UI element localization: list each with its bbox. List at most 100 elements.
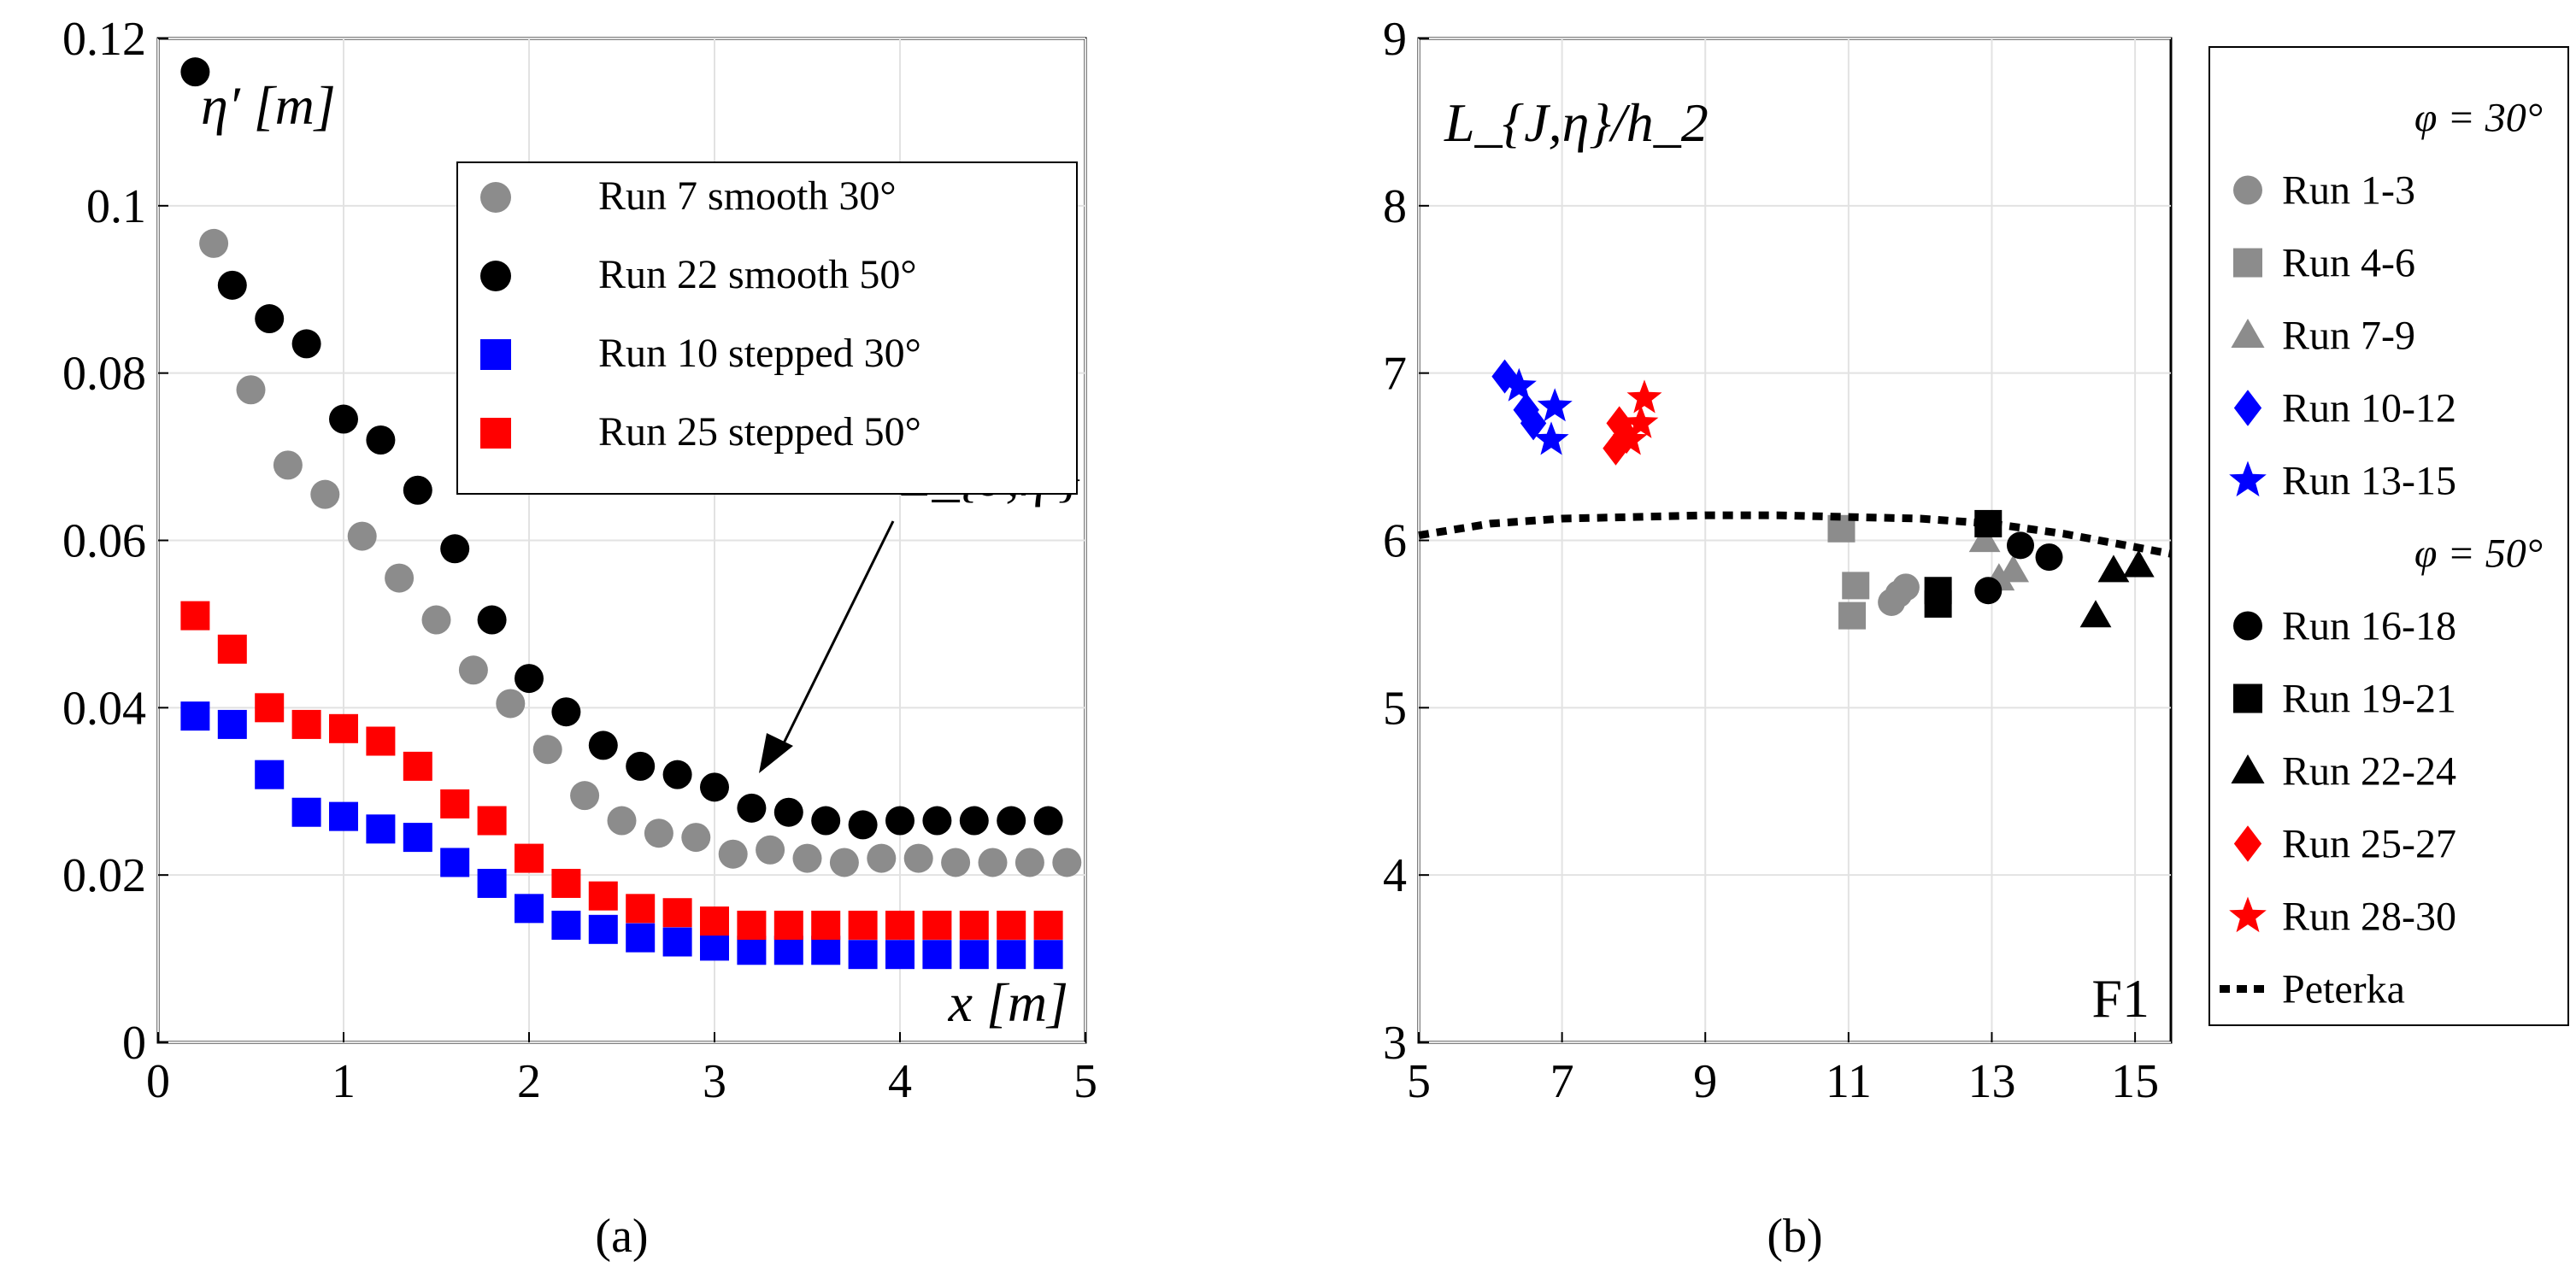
data-point xyxy=(773,910,803,940)
legend-marker xyxy=(2229,461,2267,497)
data-point xyxy=(922,806,952,836)
data-point xyxy=(1491,359,1518,394)
panel-a-y-label: η′ [m] xyxy=(201,75,336,136)
panel-b-y-label: L_{J,η}/h_2 xyxy=(1444,92,1709,153)
data-point xyxy=(515,843,544,873)
data-point xyxy=(997,940,1026,970)
series-run-1-3 xyxy=(1878,573,1920,616)
data-point xyxy=(291,709,321,739)
data-point xyxy=(2007,531,2034,560)
legend-marker xyxy=(2231,318,2265,348)
legend-label: Run 13-15 xyxy=(2282,459,2456,504)
data-point xyxy=(403,823,432,853)
data-point xyxy=(180,701,210,731)
legend-label: Run 22-24 xyxy=(2282,749,2456,795)
data-point xyxy=(458,655,488,685)
panel-a-x-label: x [m] xyxy=(948,972,1068,1033)
panel-b-y-tick-label: 3 xyxy=(1383,1017,1407,1070)
data-point xyxy=(1033,940,1063,970)
data-point xyxy=(1033,806,1063,836)
data-point xyxy=(588,730,618,760)
legend-header: φ = 50° xyxy=(2414,531,2543,577)
data-point xyxy=(329,801,358,831)
data-point xyxy=(700,931,729,961)
data-point xyxy=(2035,543,2063,572)
data-point xyxy=(570,781,600,811)
data-point xyxy=(700,772,729,802)
annotation-arrow-shaft xyxy=(778,520,895,753)
data-point xyxy=(626,894,656,924)
data-point xyxy=(310,479,340,509)
data-point xyxy=(1997,554,2030,583)
panel-a-legend: Run 7 smooth 30° Run 22 smooth 50° Run 10 … xyxy=(456,161,1078,495)
panel-b-y-tick-label: 5 xyxy=(1383,682,1407,735)
panel-b-y-tick-label: 7 xyxy=(1383,348,1407,401)
data-point xyxy=(1974,577,2003,605)
data-point xyxy=(959,806,989,836)
data-point xyxy=(496,689,526,719)
data-point xyxy=(756,835,785,865)
legend-item-run-4-6: Run 4-6 xyxy=(2233,241,2415,286)
data-point xyxy=(792,843,822,873)
data-point xyxy=(1520,406,1547,441)
data-point xyxy=(1924,577,1952,605)
data-point xyxy=(1501,367,1537,402)
data-point xyxy=(477,868,507,898)
legend-item-run-13-15: Run 13-15 xyxy=(2229,459,2456,504)
legend-label: Run 16-18 xyxy=(2282,604,2456,649)
legend-item-peterka: Peterka xyxy=(2220,967,2405,1012)
data-point xyxy=(440,534,470,564)
panel-a-marks xyxy=(180,57,1082,970)
legend-marker xyxy=(2231,754,2265,783)
data-point xyxy=(626,923,656,953)
legend-item-run-16-18: Run 16-18 xyxy=(2233,604,2456,649)
data-point xyxy=(1537,388,1573,422)
data-point xyxy=(1842,572,1870,600)
panel-b-x-tick-label: 5 xyxy=(1407,1055,1431,1108)
data-point xyxy=(978,848,1008,877)
legend-item-run-22-24: Run 22-24 xyxy=(2231,749,2456,795)
legend-marker xyxy=(2229,896,2267,933)
data-point xyxy=(885,940,915,970)
panel-b-y-tick-label: 8 xyxy=(1383,180,1407,233)
panel-a-x-tick-label: 0 xyxy=(146,1055,170,1108)
legend-item-run-19-21: Run 19-21 xyxy=(2233,677,2456,722)
series-run-25-stepped-50 xyxy=(180,601,1063,940)
data-point xyxy=(829,848,859,877)
data-point xyxy=(811,910,841,940)
series-run-28-30 xyxy=(1612,379,1662,455)
data-point xyxy=(1513,392,1539,427)
legend-marker xyxy=(480,182,511,213)
data-point xyxy=(440,848,470,877)
legend-marker xyxy=(480,339,511,370)
legend-label: Run 25-27 xyxy=(2282,822,2456,867)
series-run-22-24 xyxy=(2079,549,2155,628)
legend-label: Run 22 smooth 50° xyxy=(598,252,917,297)
data-point xyxy=(1623,404,1659,438)
data-point xyxy=(885,910,915,940)
data-point xyxy=(291,797,321,827)
legend-label: Run 10 stepped 30° xyxy=(598,331,921,376)
data-point xyxy=(959,910,989,940)
legend-item-run-7-9: Run 7-9 xyxy=(2231,314,2415,359)
data-point xyxy=(217,270,247,300)
data-point xyxy=(255,760,285,789)
panel-b-x-tick-label: 11 xyxy=(1826,1055,1872,1108)
panel-b-caption: (b) xyxy=(1767,1210,1822,1263)
data-point xyxy=(551,910,581,940)
data-point xyxy=(255,304,285,334)
panel-a-x-tick-label: 5 xyxy=(1073,1055,1097,1108)
data-point xyxy=(329,713,358,743)
data-point xyxy=(662,927,692,957)
data-point xyxy=(551,697,581,727)
data-point xyxy=(1533,421,1569,455)
panel-b-y-tick-label: 4 xyxy=(1383,849,1407,902)
data-point xyxy=(366,814,396,844)
data-point xyxy=(1891,573,1920,601)
data-point xyxy=(903,843,933,873)
data-point xyxy=(366,726,396,756)
panel-a: 0 1 2 3 4 5 0 0.02 0.04 0.06 0.08 0.1 0.12 η′ [m] x … xyxy=(62,13,1097,1263)
panel-a-caption: (a) xyxy=(595,1210,648,1263)
series-peterka xyxy=(1418,511,2172,558)
legend-label: Run 4-6 xyxy=(2282,241,2415,286)
